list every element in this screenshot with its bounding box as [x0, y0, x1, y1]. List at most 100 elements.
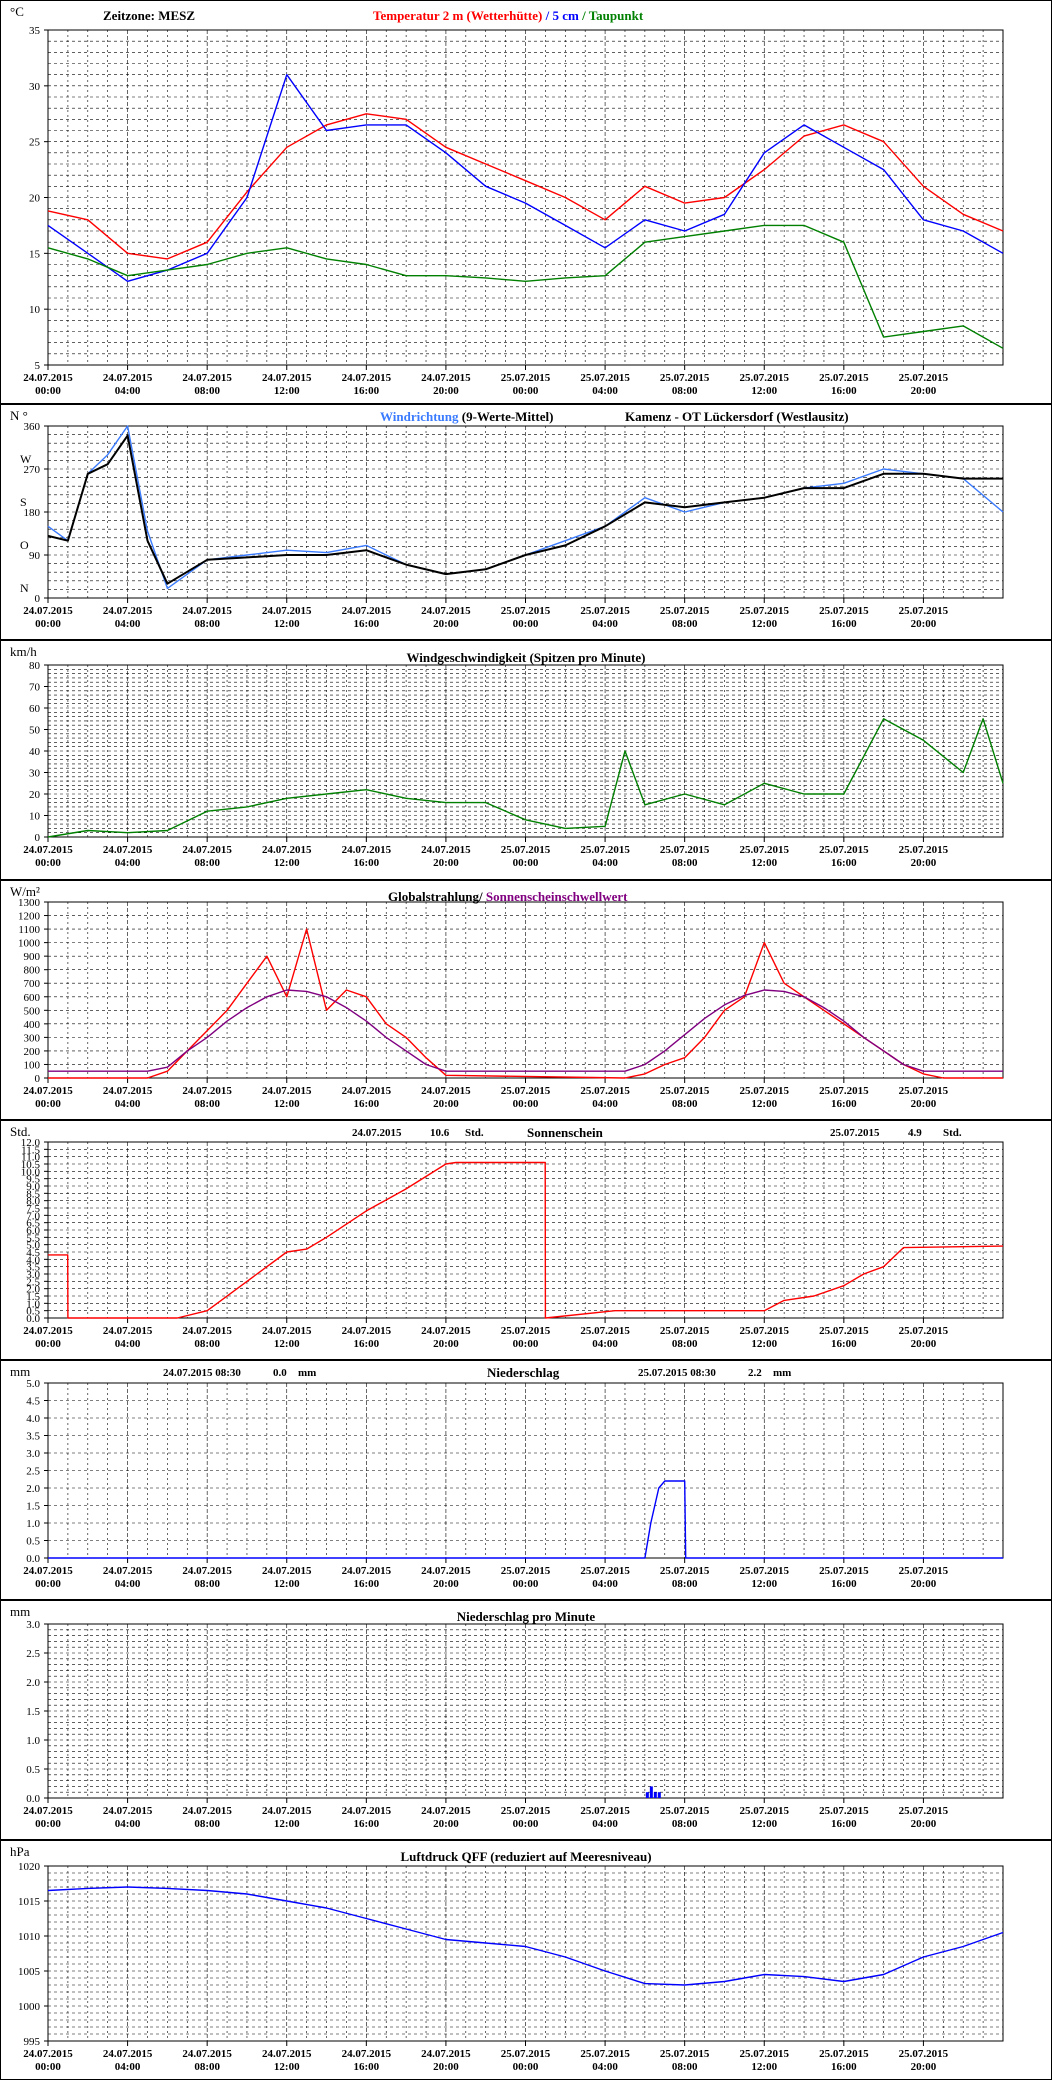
series-group-2: [47, 425, 1004, 590]
x-tick-label-time: 12:00: [274, 618, 300, 630]
y-tick-label: 0.0: [26, 1553, 40, 1565]
y-tick-label: 10: [29, 811, 41, 823]
x-tick-labels-4: 24.07.201500:0024.07.201504:0024.07.2015…: [23, 1078, 949, 1110]
x-tick-labels-8: 24.07.201500:0024.07.201504:0024.07.2015…: [23, 2041, 949, 2073]
y-tick-label: 10.0: [21, 1166, 41, 1178]
x-tick-label-date: 25.07.2015: [740, 372, 790, 384]
x-tick-label-date: 24.07.2015: [103, 844, 153, 856]
grid-6: [47, 1382, 1004, 1559]
x-tick-label-time: 20:00: [433, 1098, 459, 1110]
x-tick-label-date: 25.07.2015: [660, 372, 710, 384]
total-annotation-date: 25.07.2015 08:30: [638, 1367, 716, 1379]
x-tick-label-date: 25.07.2015: [580, 1805, 630, 1817]
x-tick-label-time: 08:00: [194, 857, 220, 869]
x-tick-labels-2: 24.07.201500:0024.07.201504:0024.07.2015…: [23, 598, 949, 630]
y-tick-label: 400: [24, 1019, 41, 1031]
x-tick-label-time: 00:00: [35, 385, 61, 397]
x-tick-label-time: 00:00: [513, 1098, 539, 1110]
total-annotation-value: 10.6: [430, 1127, 450, 1139]
grid-7: [47, 1623, 1004, 1799]
x-tick-label-date: 24.07.2015: [262, 2048, 312, 2060]
x-tick-label-date: 25.07.2015: [580, 1565, 630, 1577]
y-tick-label: 15: [29, 248, 41, 260]
y-tick-label: 1000: [18, 2001, 41, 2013]
y-tick-label: 1020: [18, 1861, 41, 1873]
x-tick-label-time: 00:00: [513, 618, 539, 630]
y-tick-label: 800: [24, 965, 41, 977]
x-tick-label-date: 24.07.2015: [342, 605, 392, 617]
x-tick-label-time: 00:00: [35, 1338, 61, 1350]
x-tick-label-date: 24.07.2015: [182, 372, 232, 384]
y-tick-label: 6.0: [26, 1225, 40, 1237]
series-line-windgeschwindigkeit: [47, 718, 1004, 838]
x-tick-label-time: 00:00: [35, 1818, 61, 1830]
x-tick-label-time: 08:00: [672, 857, 698, 869]
panel-frame-1: [0, 0, 1052, 404]
x-tick-label-time: 04:00: [115, 1098, 141, 1110]
x-tick-label-date: 24.07.2015: [23, 2048, 73, 2060]
x-tick-labels-5: 24.07.201500:0024.07.201504:0024.07.2015…: [23, 1318, 949, 1350]
y-tick-label: 2.5: [26, 1466, 40, 1478]
grid-2: [47, 425, 1004, 599]
y-tick-label: 60: [29, 703, 41, 715]
y-tick-label: 9.0: [26, 1181, 40, 1193]
y-tick-label: 1.0: [26, 1735, 40, 1747]
x-tick-label-date: 24.07.2015: [342, 1325, 392, 1337]
series-group-4: [48, 928, 1003, 1079]
y-tick-label: 5.0: [26, 1240, 40, 1252]
x-tick-label-time: 08:00: [194, 1578, 220, 1590]
x-tick-label-time: 12:00: [751, 618, 777, 630]
x-tick-label-date: 25.07.2015: [660, 1805, 710, 1817]
x-tick-label-date: 24.07.2015: [421, 605, 471, 617]
x-tick-label-date: 24.07.2015: [262, 1565, 312, 1577]
chart-title-part: (9-Werte-Mittel): [459, 409, 554, 424]
y-tick-label: 6.5: [26, 1218, 40, 1230]
y-tick-label: 10.5: [21, 1159, 41, 1171]
x-tick-label-time: 00:00: [513, 385, 539, 397]
x-tick-label-time: 04:00: [592, 857, 618, 869]
x-tick-label-date: 24.07.2015: [103, 1805, 153, 1817]
series-group-1: [47, 74, 1004, 349]
series-line-globalstrahlung: [48, 928, 1003, 1079]
x-tick-label-time: 16:00: [353, 1578, 379, 1590]
x-tick-label-time: 20:00: [911, 1338, 937, 1350]
timezone-label: Zeitzone: MESZ: [103, 8, 195, 23]
series-group-3: [47, 718, 1004, 838]
series-line-5-cm: [47, 74, 1004, 282]
x-tick-label-date: 25.07.2015: [899, 1325, 949, 1337]
x-tick-label-date: 25.07.2015: [660, 1085, 710, 1097]
panel-title-3: Windgeschwindigkeit (Spitzen pro Minute): [407, 650, 646, 665]
x-tick-label-date: 25.07.2015: [501, 372, 551, 384]
x-tick-label-time: 12:00: [751, 1818, 777, 1830]
y-tick-label: 5.5: [26, 1232, 40, 1244]
y-tick-label: 3.0: [26, 1448, 40, 1460]
y-tick-label: 0: [35, 593, 41, 605]
x-tick-label-time: 08:00: [672, 1338, 698, 1350]
x-tick-label-date: 25.07.2015: [501, 1085, 551, 1097]
x-tick-label-time: 12:00: [274, 1578, 300, 1590]
x-tick-label-date: 25.07.2015: [899, 1085, 949, 1097]
y-tick-label: 1.0: [26, 1298, 40, 1310]
x-tick-label-date: 25.07.2015: [501, 1805, 551, 1817]
y-tick-label: 2.5: [26, 1276, 40, 1288]
y-unit-label: °C: [10, 4, 24, 19]
y-unit-label: N °: [10, 408, 28, 423]
x-tick-label-time: 16:00: [831, 1818, 857, 1830]
x-tick-label-date: 25.07.2015: [580, 372, 630, 384]
x-tick-label-date: 24.07.2015: [262, 1805, 312, 1817]
x-tick-label-time: 16:00: [353, 385, 379, 397]
y-tick-label: 20: [29, 193, 41, 205]
total-annotation-unit: Std.: [943, 1127, 962, 1139]
x-tick-label-time: 16:00: [831, 2061, 857, 2073]
y-tick-label: 70: [29, 682, 41, 694]
y-tick-label: 1000: [18, 938, 41, 950]
x-tick-label-date: 25.07.2015: [660, 605, 710, 617]
x-tick-label-date: 25.07.2015: [899, 2048, 949, 2060]
y-tick-label: 0: [35, 1073, 41, 1085]
panel-title-5: Sonnenschein 24.07.2015 10.6 Std. 25.07.2015…: [352, 1125, 962, 1140]
x-tick-label-time: 16:00: [831, 385, 857, 397]
y-tick-label: 300: [24, 1032, 41, 1044]
x-tick-label-time: 20:00: [433, 618, 459, 630]
panel-frame-4: [0, 880, 1052, 1120]
